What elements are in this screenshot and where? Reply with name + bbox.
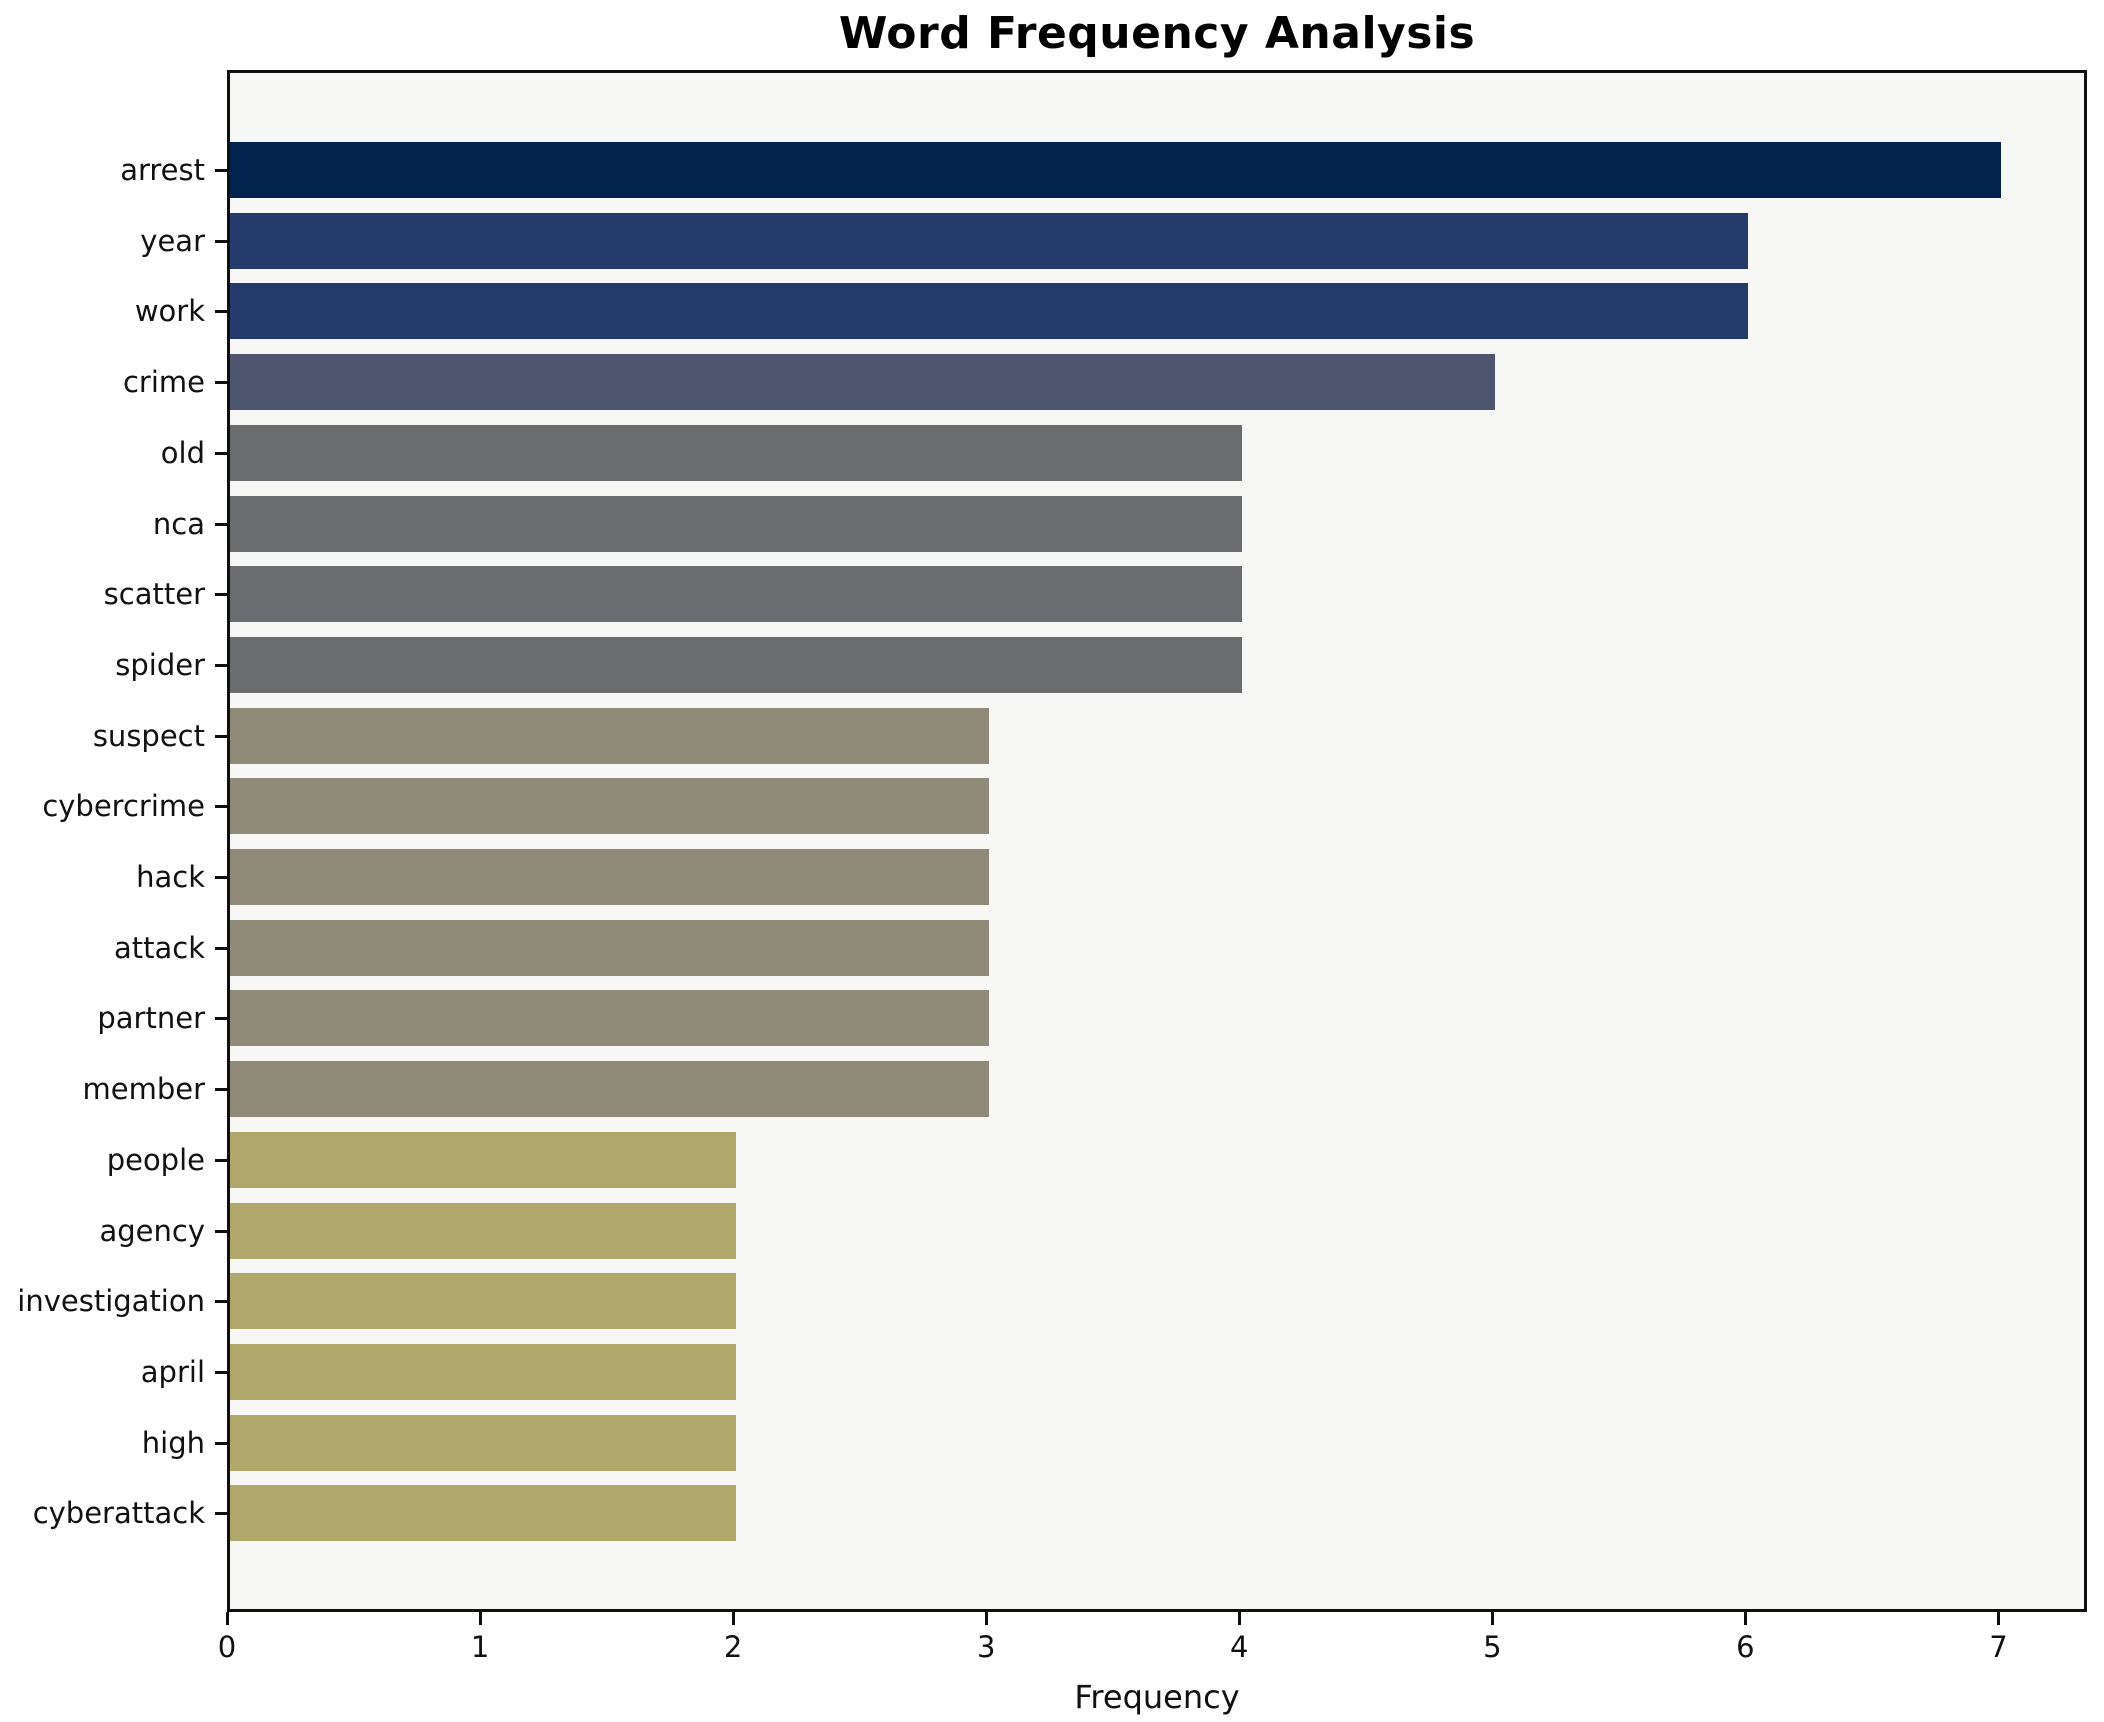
bar-people [230,1131,737,1188]
y-tick-mark [215,1300,227,1304]
y-tick-label-old: old [160,435,205,470]
y-tick-mark [215,734,227,738]
y-tick-mark [215,169,227,172]
bar-agency [230,1202,737,1259]
y-tick-mark [215,1512,227,1516]
x-tick-label-3: 3 [976,1630,996,1664]
y-tick-label-work: work [134,294,205,329]
chart-title: Word Frequency Analysis [838,8,1476,59]
x-tick-label-5: 5 [1483,1630,1502,1664]
bar-cyberattack [230,1485,737,1542]
bar-spider [230,636,1243,693]
bar-nca [230,495,1243,552]
y-tick-mark [215,1088,227,1092]
x-tick-mark [479,1612,483,1625]
y-tick-label-crime: crime [122,365,205,400]
y-tick-label-cybercrime: cybercrime [42,789,205,824]
x-tick-label-6: 6 [1736,1630,1755,1664]
bar-arrest [230,142,2002,198]
bar-work [230,283,1749,340]
x-tick-mark [732,1612,736,1625]
x-tick-mark [1997,1612,2001,1625]
x-tick-mark [226,1612,229,1625]
y-tick-label-cyberattack: cyberattack [32,1496,205,1531]
bar-cybercrime [230,778,990,835]
y-tick-label-high: high [141,1425,205,1460]
y-tick-label-attack: attack [113,930,205,965]
x-tick-mark [1238,1612,1242,1625]
y-tick-mark [215,310,227,314]
y-tick-label-member: member [82,1072,205,1107]
x-tick-mark [985,1612,989,1625]
y-tick-mark [215,522,227,526]
y-tick-mark [215,946,227,950]
y-tick-label-spider: spider [115,647,205,682]
bar-old [230,424,1243,481]
y-tick-mark [215,1441,227,1445]
bar-crime [230,354,1496,411]
x-tick-label-2: 2 [723,1630,743,1664]
y-tick-mark [215,239,227,243]
y-tick-label-agency: agency [99,1213,205,1248]
y-tick-label-arrest: arrest [120,153,205,187]
x-tick-label-0: 0 [217,1630,237,1664]
bar-hack [230,849,990,905]
bar-scatter [230,566,1243,623]
y-tick-label-hack: hack [136,860,205,894]
y-tick-mark [215,1229,227,1233]
y-tick-mark [215,663,227,667]
y-tick-label-year: year [140,223,205,258]
y-tick-label-april: april [140,1354,205,1389]
plot-area [227,70,2087,1612]
x-tick-label-7: 7 [1989,1630,2008,1664]
y-tick-mark [215,1370,227,1374]
y-tick-mark [215,593,227,597]
x-tick-label-1: 1 [470,1630,490,1664]
bar-suspect [230,707,990,764]
bar-partner [230,990,990,1047]
x-tick-label-4: 4 [1230,1630,1249,1664]
x-tick-mark [1744,1612,1748,1625]
bar-investigation [230,1273,737,1330]
y-tick-mark [215,805,227,809]
x-axis-title: Frequency [1074,1678,1240,1716]
y-tick-mark [215,1158,227,1162]
bar-member [230,1061,990,1118]
y-tick-label-scatter: scatter [103,577,205,612]
y-tick-mark [215,451,227,455]
bar-high [230,1414,737,1471]
x-tick-mark [1491,1612,1495,1625]
y-tick-label-partner: partner [97,1001,205,1036]
y-tick-label-suspect: suspect [92,718,205,753]
y-tick-label-investigation: investigation [17,1284,205,1319]
y-tick-mark [215,876,227,879]
y-tick-label-people: people [106,1142,205,1177]
bar-attack [230,919,990,976]
bar-april [230,1343,737,1400]
y-tick-label-nca: nca [152,506,205,541]
y-tick-mark [215,1017,227,1021]
y-tick-mark [215,381,227,385]
bar-year [230,212,1749,269]
